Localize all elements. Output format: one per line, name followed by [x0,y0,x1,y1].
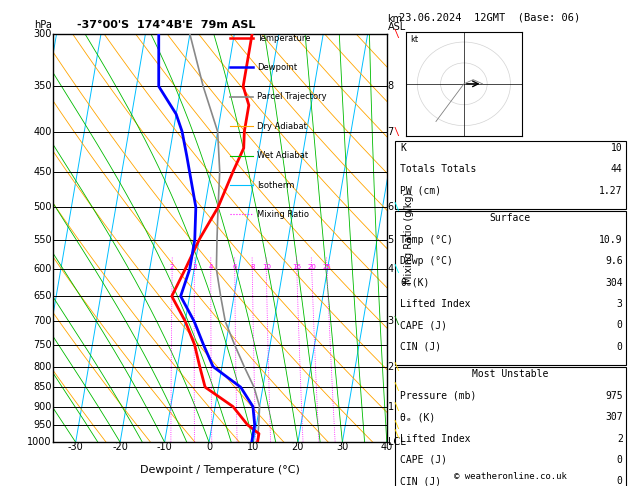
Text: \: \ [393,202,399,212]
Text: PW (cm): PW (cm) [400,186,441,196]
Text: 8: 8 [250,264,255,270]
Text: Most Unstable: Most Unstable [472,369,548,380]
Text: km: km [387,14,403,24]
Text: 700: 700 [33,316,52,326]
Text: 2: 2 [617,434,623,444]
Text: 550: 550 [33,235,52,244]
Text: 3: 3 [617,299,623,309]
Text: 20: 20 [308,264,316,270]
Text: Surface: Surface [490,213,531,224]
Text: 10.9: 10.9 [599,235,623,245]
Text: hPa: hPa [34,20,52,30]
Text: 1000: 1000 [27,437,52,447]
Text: 25: 25 [323,264,331,270]
Text: 3: 3 [387,316,394,326]
Text: 1: 1 [387,401,394,412]
Text: Wet Adiabat: Wet Adiabat [257,151,308,160]
Text: \: \ [393,429,399,439]
Text: 10: 10 [247,442,260,452]
Text: Lifted Index: Lifted Index [400,299,470,309]
Text: -20: -20 [112,442,128,452]
Text: K: K [400,143,406,153]
Text: Dewp (°C): Dewp (°C) [400,256,453,266]
Text: 5: 5 [387,235,394,244]
Text: 23.06.2024  12GMT  (Base: 06): 23.06.2024 12GMT (Base: 06) [399,12,581,22]
Text: θₑ (K): θₑ (K) [400,412,435,422]
Text: Dewpoint / Temperature (°C): Dewpoint / Temperature (°C) [140,465,300,475]
Text: 750: 750 [33,340,52,350]
Text: 350: 350 [33,81,52,91]
Text: 8: 8 [387,81,394,91]
Text: Temperature: Temperature [257,34,310,43]
Text: 9.6: 9.6 [605,256,623,266]
Text: 0: 0 [617,320,623,330]
Text: CAPE (J): CAPE (J) [400,455,447,465]
Text: CIN (J): CIN (J) [400,476,441,486]
Text: 6: 6 [233,264,237,270]
Text: 0: 0 [617,455,623,465]
Text: \: \ [393,362,399,372]
Text: -10: -10 [157,442,172,452]
Text: -37°00'S  174°4B'E  79m ASL: -37°00'S 174°4B'E 79m ASL [77,20,255,30]
Text: 975: 975 [605,391,623,401]
Text: 44: 44 [611,164,623,174]
Text: 10: 10 [611,143,623,153]
Text: Lifted Index: Lifted Index [400,434,470,444]
Text: Temp (°C): Temp (°C) [400,235,453,245]
Text: 2: 2 [387,362,394,372]
Text: CIN (J): CIN (J) [400,342,441,352]
Text: 40: 40 [381,442,393,452]
Text: 0: 0 [206,442,212,452]
Text: 800: 800 [33,362,52,372]
Text: 20: 20 [292,442,304,452]
Text: ASL: ASL [387,22,406,32]
Text: 0: 0 [617,476,623,486]
Text: Dry Adiabat: Dry Adiabat [257,122,307,131]
Text: 300: 300 [33,29,52,39]
Text: CAPE (J): CAPE (J) [400,320,447,330]
Text: \: \ [393,29,399,39]
Text: \: \ [393,382,399,392]
Text: 30: 30 [337,442,348,452]
Text: Dewpoint: Dewpoint [257,63,297,72]
Text: 400: 400 [33,126,52,137]
Text: -30: -30 [68,442,84,452]
Text: 950: 950 [33,420,52,430]
Text: 7: 7 [387,126,394,137]
Text: Mixing Ratio (g/kg): Mixing Ratio (g/kg) [404,192,413,284]
Text: Parcel Trajectory: Parcel Trajectory [257,92,326,102]
Text: 0: 0 [617,342,623,352]
Text: 2: 2 [170,264,174,270]
Text: Totals Totals: Totals Totals [400,164,476,174]
Text: 304: 304 [605,278,623,288]
Text: 10: 10 [262,264,271,270]
Text: \: \ [393,316,399,326]
Text: Mixing Ratio: Mixing Ratio [257,210,309,219]
Text: \: \ [393,126,399,137]
Text: © weatheronline.co.uk: © weatheronline.co.uk [454,472,567,481]
Text: 450: 450 [33,167,52,176]
Text: 307: 307 [605,412,623,422]
Text: LCL: LCL [387,437,405,447]
Text: Pressure (mb): Pressure (mb) [400,391,476,401]
Text: θₑ(K): θₑ(K) [400,278,430,288]
Text: kt: kt [410,35,418,44]
Text: 650: 650 [33,291,52,301]
Text: 500: 500 [33,202,52,212]
Text: 6: 6 [387,202,394,212]
Text: 850: 850 [33,382,52,392]
Text: 3: 3 [192,264,197,270]
Text: 16: 16 [292,264,301,270]
Text: \: \ [393,264,399,274]
Text: \: \ [393,420,399,430]
Text: 900: 900 [33,401,52,412]
Text: 4: 4 [387,264,394,274]
Text: 600: 600 [33,264,52,274]
Text: 4: 4 [209,264,213,270]
Text: 1.27: 1.27 [599,186,623,196]
Text: Isotherm: Isotherm [257,181,294,190]
Text: \: \ [393,401,399,412]
